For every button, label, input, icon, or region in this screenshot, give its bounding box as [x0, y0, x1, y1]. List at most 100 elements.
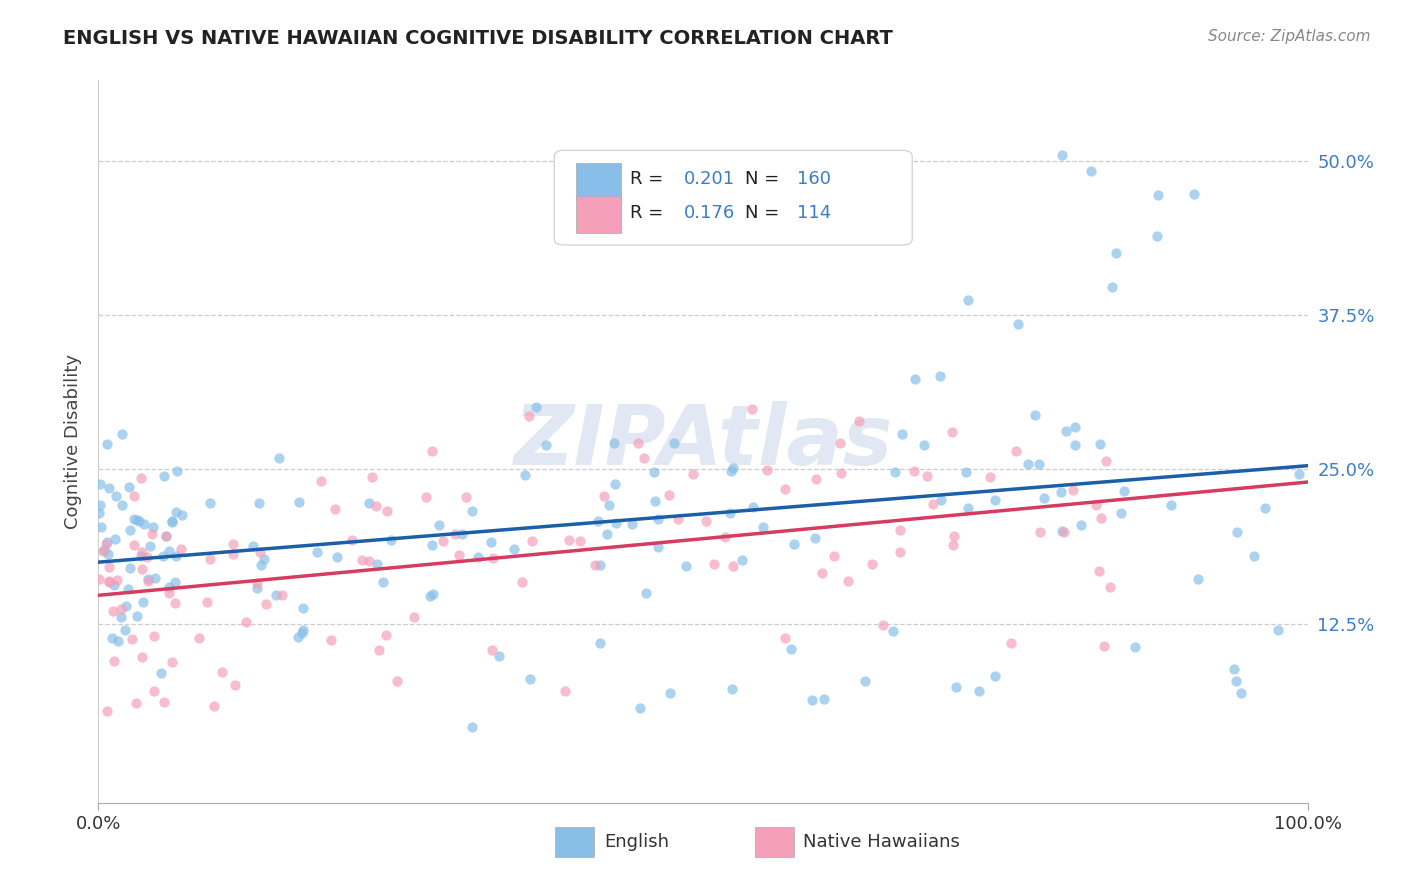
Point	[152, 468, 174, 483]
Point	[187, 631, 209, 645]
Point	[114, 623, 136, 637]
Point	[242, 539, 264, 553]
Text: 0.201: 0.201	[683, 170, 735, 188]
Point	[131, 595, 153, 609]
Point	[1064, 438, 1087, 452]
Point	[1064, 420, 1087, 434]
Point	[103, 578, 125, 592]
Text: 0.176: 0.176	[683, 203, 735, 221]
Point	[253, 552, 276, 566]
Point	[364, 499, 387, 513]
Point	[111, 498, 134, 512]
FancyBboxPatch shape	[554, 151, 912, 245]
Point	[350, 553, 373, 567]
Point	[118, 561, 141, 575]
Point	[1080, 163, 1102, 178]
Point	[432, 533, 454, 548]
Point	[309, 475, 332, 489]
Point	[823, 549, 845, 564]
Point	[1225, 673, 1247, 688]
Text: N =: N =	[745, 203, 786, 221]
Point	[132, 517, 155, 532]
Point	[979, 470, 1001, 484]
Point	[160, 516, 183, 530]
Text: English: English	[603, 833, 669, 851]
Point	[1105, 246, 1128, 260]
Point	[1254, 501, 1277, 516]
Point	[703, 557, 725, 571]
Point	[375, 628, 398, 642]
Point	[461, 720, 484, 734]
FancyBboxPatch shape	[755, 827, 794, 857]
Point	[287, 495, 309, 509]
Point	[157, 580, 180, 594]
Point	[1017, 457, 1039, 471]
Point	[141, 526, 163, 541]
Point	[1088, 436, 1111, 450]
Point	[90, 519, 112, 533]
Point	[420, 444, 443, 458]
Point	[481, 642, 503, 657]
Point	[1146, 229, 1168, 244]
Point	[957, 500, 980, 515]
Y-axis label: Cognitive Disability: Cognitive Disability	[63, 354, 82, 529]
Point	[828, 435, 851, 450]
Text: R =: R =	[630, 203, 669, 221]
Point	[1160, 498, 1182, 512]
Point	[131, 549, 153, 564]
Point	[96, 704, 118, 718]
Point	[136, 572, 159, 586]
Point	[860, 557, 883, 571]
Text: 160: 160	[797, 170, 831, 188]
Point	[721, 460, 744, 475]
Point	[731, 553, 754, 567]
Point	[107, 634, 129, 648]
Point	[157, 586, 180, 600]
Point	[111, 427, 134, 442]
Point	[420, 538, 443, 552]
Point	[120, 523, 142, 537]
Point	[104, 532, 127, 546]
Point	[1101, 279, 1123, 293]
Point	[1095, 453, 1118, 467]
Point	[1024, 408, 1046, 422]
Point	[271, 588, 294, 602]
Text: R =: R =	[630, 170, 669, 188]
Point	[889, 545, 911, 559]
Point	[929, 368, 952, 383]
Point	[945, 680, 967, 694]
Point	[359, 496, 381, 510]
Point	[773, 482, 796, 496]
Point	[682, 467, 704, 482]
Point	[889, 523, 911, 537]
Point	[1028, 457, 1050, 471]
Point	[125, 696, 148, 710]
Point	[367, 643, 389, 657]
FancyBboxPatch shape	[576, 163, 621, 201]
Point	[515, 468, 537, 483]
Point	[366, 557, 388, 571]
Point	[131, 562, 153, 576]
Point	[125, 513, 148, 527]
Point	[1070, 517, 1092, 532]
Point	[1050, 485, 1073, 500]
Point	[658, 488, 681, 502]
Point	[983, 669, 1005, 683]
Point	[644, 494, 666, 508]
Point	[110, 602, 132, 616]
Point	[524, 400, 547, 414]
Point	[621, 516, 644, 531]
Point	[662, 436, 685, 450]
Point	[323, 502, 346, 516]
Point	[558, 533, 581, 548]
Point	[1223, 662, 1246, 676]
Point	[1267, 623, 1289, 637]
Point	[941, 425, 963, 439]
Point	[404, 610, 426, 624]
Point	[1288, 467, 1310, 482]
Point	[103, 654, 125, 668]
Point	[143, 629, 166, 643]
Point	[456, 490, 478, 504]
Point	[1090, 510, 1112, 524]
Point	[155, 529, 177, 543]
